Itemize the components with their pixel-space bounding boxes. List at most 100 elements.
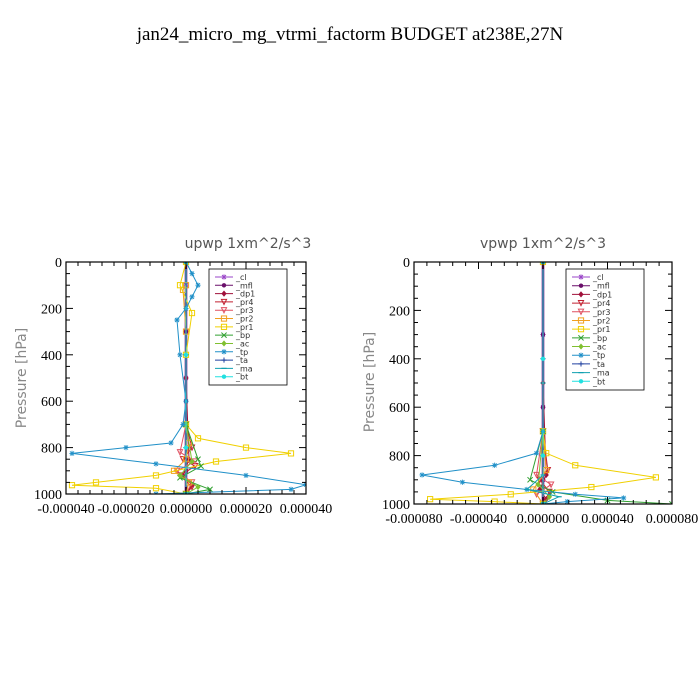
legend: _cl_mfl_dp1_pr4_pr3_pr2_pr1_bp_ac_tp_ta_…	[565, 268, 645, 391]
x-tick-label: -0.000040	[450, 512, 507, 527]
data-point	[195, 282, 201, 288]
data-point	[540, 453, 546, 458]
legend-label: _cl	[592, 273, 604, 282]
legend-label: _pr3	[592, 308, 610, 317]
y-tick-label: 200	[389, 304, 410, 319]
legend-marker	[221, 283, 227, 288]
data-point	[177, 352, 183, 358]
panel-title: vpwp 1xm^2/s^3	[480, 236, 606, 252]
legend-label: _mfl	[592, 282, 610, 291]
legend-label: _mfl	[235, 281, 253, 290]
data-point	[198, 463, 204, 470]
data-point	[288, 486, 294, 492]
legend-marker	[220, 323, 228, 330]
legend-label: _bp	[592, 334, 607, 343]
data-point	[183, 445, 189, 450]
y-tick-label: 400	[389, 353, 410, 368]
series-line-bp	[178, 424, 212, 494]
legend-label: _pr2	[235, 315, 253, 324]
data-point	[427, 496, 434, 503]
legend-label: _ta	[235, 356, 248, 365]
plot-area	[68, 262, 306, 494]
legend-marker	[221, 340, 227, 347]
x-tick-label: 0.000000	[517, 512, 570, 527]
legend-marker	[220, 307, 228, 314]
data-point	[527, 476, 534, 483]
y-tick-label: 1000	[382, 498, 410, 513]
x-tick-label: 0.000040	[280, 502, 333, 517]
legend-label: _ma	[235, 364, 253, 373]
data-point	[168, 440, 174, 446]
series-line-ac	[537, 431, 551, 504]
data-point	[177, 472, 183, 479]
y-tick-label: 0	[403, 256, 410, 271]
legend: _cl_mfl_dp1_pr4_pr3_pr2_pr1_bp_ac_tp_ta_…	[208, 268, 288, 386]
data-point	[287, 450, 295, 457]
legend-label: _pr1	[592, 325, 610, 334]
y-axis-label: Pressure [hPa]	[14, 328, 30, 428]
data-point	[212, 458, 220, 465]
y-tick-label: 800	[389, 450, 410, 465]
data-point	[195, 483, 201, 491]
legend-label: _cl	[235, 273, 247, 282]
y-axis-label: Pressure [hPa]	[362, 332, 378, 432]
panel-upwp: upwp 1xm^2/s^3 Pressure [hPa] 0 200 400 600…	[14, 236, 332, 517]
legend-marker	[578, 361, 584, 367]
legend-marker	[577, 308, 585, 316]
legend-marker	[221, 357, 227, 363]
data-point	[194, 435, 202, 442]
legend-marker	[577, 326, 585, 333]
plot-area	[419, 262, 672, 504]
legend-label: _pr3	[235, 306, 253, 315]
data-point	[572, 491, 578, 497]
data-point	[564, 498, 570, 504]
y-tick-label: 600	[389, 401, 410, 416]
data-point	[153, 461, 159, 467]
data-point	[491, 498, 498, 504]
legend-marker	[578, 343, 584, 350]
figure-title: jan24_micro_mg_vtrmi_factorm BUDGET at23…	[136, 24, 564, 45]
legend-label: _tp	[592, 351, 605, 360]
data-point	[174, 317, 180, 323]
legend-marker	[578, 334, 584, 341]
legend-marker	[577, 299, 585, 307]
y-tick-label: 200	[41, 302, 62, 317]
data-point	[540, 356, 546, 361]
y-tick-label: 400	[41, 349, 62, 364]
panel-vpwp: vpwp 1xm^2/s^3 Pressure [hPa] 0 200 400 600…	[362, 236, 698, 527]
legend-label: _bt	[592, 377, 605, 386]
legend-label: _bp	[235, 331, 250, 340]
data-point	[180, 421, 186, 427]
data-point	[183, 491, 189, 494]
legend-marker	[220, 298, 228, 306]
legend-label: _ma	[592, 369, 610, 378]
legend-label: _pr1	[235, 323, 253, 332]
x-tick-label: -0.000040	[37, 502, 94, 517]
data-point	[176, 449, 184, 456]
legend-marker	[578, 352, 584, 358]
y-tick-label: 1000	[34, 488, 62, 503]
data-point	[533, 471, 540, 479]
data-point	[419, 472, 425, 478]
x-tick-label: 0.000040	[581, 512, 634, 527]
legend-marker	[221, 290, 227, 297]
data-point	[176, 282, 184, 289]
panel-title: upwp 1xm^2/s^3	[185, 236, 312, 252]
legend-marker	[578, 274, 584, 280]
legend-label: _ac	[235, 339, 249, 348]
legend-label: _pr4	[235, 298, 253, 307]
data-point	[123, 445, 129, 451]
legend-label: _pr2	[592, 316, 610, 325]
data-point	[652, 474, 659, 481]
legend-marker	[578, 291, 584, 298]
legend-marker	[221, 274, 227, 280]
data-point	[242, 444, 250, 451]
legend-label: _dp1	[235, 290, 255, 299]
legend-marker	[578, 379, 584, 384]
data-point	[92, 479, 100, 486]
data-point	[459, 479, 465, 485]
legend-label: _bt	[235, 373, 248, 382]
data-point	[152, 472, 160, 479]
data-point	[543, 467, 550, 474]
